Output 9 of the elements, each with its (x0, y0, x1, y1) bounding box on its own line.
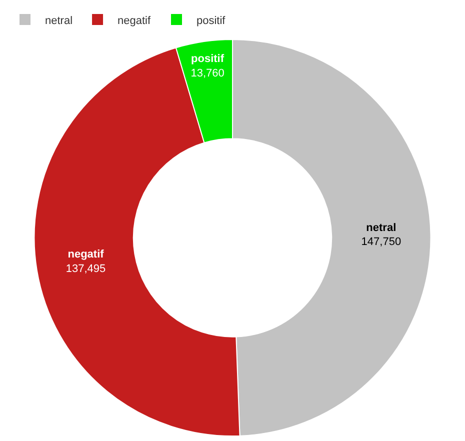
legend-label: negatif (118, 14, 152, 27)
slice-label: negatif (68, 248, 104, 261)
slice-label: positif (191, 53, 224, 66)
legend-label: netral (45, 14, 73, 27)
legend-label: positif (196, 14, 226, 27)
slice-label: netral (366, 222, 396, 234)
data-label: 137,495 (66, 263, 106, 276)
data-label: 147,750 (361, 236, 402, 248)
data-label: 13,760 (190, 67, 224, 80)
